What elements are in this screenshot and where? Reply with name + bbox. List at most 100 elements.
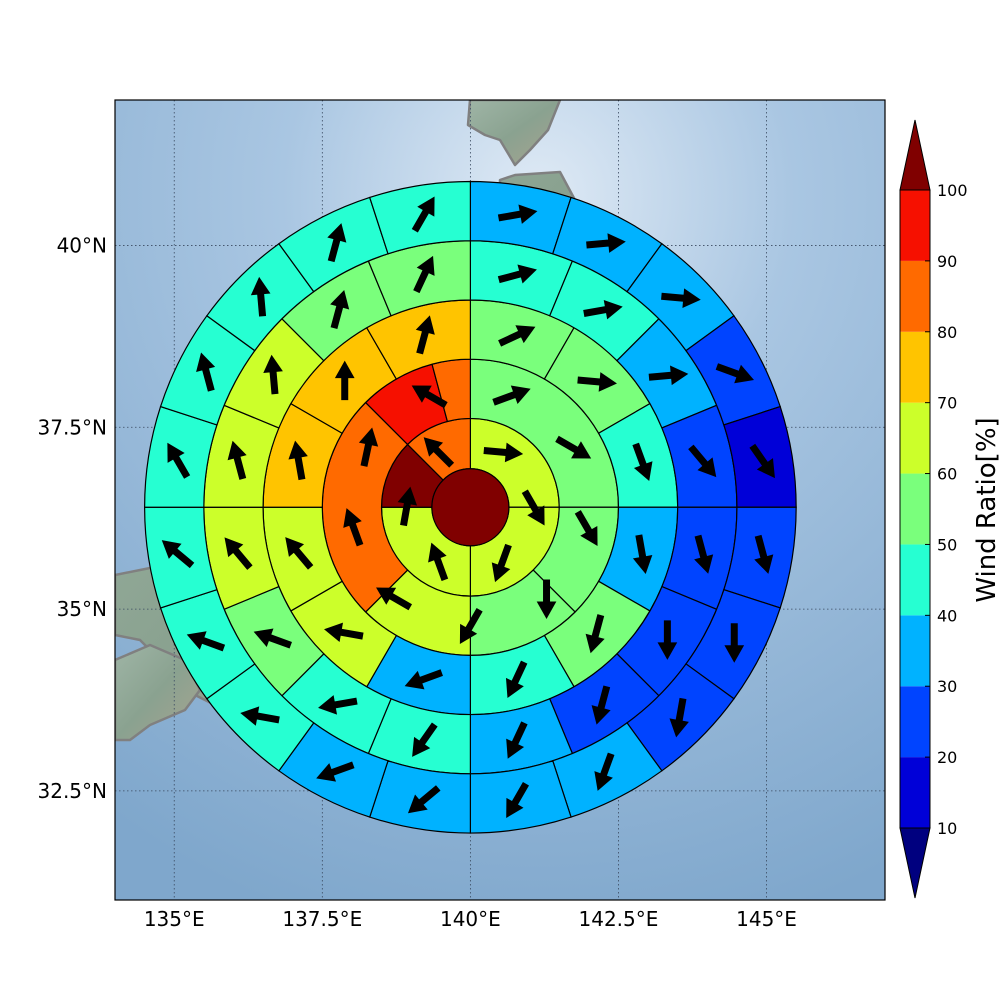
colorbar-band xyxy=(900,615,930,687)
wind-arrow xyxy=(318,695,358,715)
wind-arrow xyxy=(288,440,308,481)
wind-arrow xyxy=(506,782,529,818)
wind-arrow xyxy=(749,443,775,479)
wind-arrow xyxy=(263,354,283,395)
wind-arrow xyxy=(483,442,524,463)
wind-arrow xyxy=(555,435,592,459)
hokkaido-land xyxy=(466,100,562,167)
wind-arrow xyxy=(343,508,364,547)
wind-arrow xyxy=(240,706,280,726)
colorbar-band xyxy=(900,473,930,545)
wind-arrow xyxy=(167,442,191,479)
shikoku-land xyxy=(115,643,202,742)
colorbar-band xyxy=(900,686,930,758)
wind-arrow xyxy=(404,669,443,690)
colorbar-tick-label: 10 xyxy=(937,819,957,838)
wind-arrow xyxy=(330,289,350,330)
colorbar-over-triangle xyxy=(899,119,931,191)
wind-arrow xyxy=(227,440,247,480)
wind-arrow xyxy=(694,534,714,574)
wind-arrow xyxy=(657,620,678,660)
wind-arrow xyxy=(574,510,598,547)
wind-arrow xyxy=(536,579,557,620)
wind-arrow xyxy=(585,614,605,654)
lat-tick-label: 32.5°N xyxy=(38,779,108,803)
colorbar-tick-label: 20 xyxy=(937,748,957,767)
wind-arrow xyxy=(423,437,455,468)
wind-arrow xyxy=(411,385,448,409)
wind-arrow xyxy=(358,427,379,467)
colorbar-tick-label: 30 xyxy=(937,677,957,696)
wind-arrow xyxy=(521,489,545,526)
wind-arrow xyxy=(412,722,438,757)
lat-tick-label: 40°N xyxy=(57,233,107,257)
wind-arrow xyxy=(428,542,449,581)
wind-arrow xyxy=(415,315,435,355)
colorbar: 10 20 30 40 50 60 70 80 90 100 xyxy=(899,119,968,899)
wind-arrow xyxy=(577,372,617,392)
map-panel xyxy=(114,99,886,901)
colorbar-tick-label: 80 xyxy=(937,323,957,342)
wind-arrow xyxy=(224,537,253,570)
wind-arrow xyxy=(253,628,292,649)
wind-arrow xyxy=(285,537,314,570)
lon-tick-label: 145°E xyxy=(736,907,797,931)
colorbar-under-triangle xyxy=(899,827,931,899)
wind-arrow xyxy=(632,534,653,574)
colorbar-band xyxy=(900,757,930,828)
colorbar-tick-label: 70 xyxy=(937,394,957,413)
wind-arrows xyxy=(161,196,775,818)
wind-arrow xyxy=(497,204,538,224)
wind-arrow xyxy=(669,697,689,738)
colorbar-tick-label: 90 xyxy=(937,252,957,271)
wind-arrow xyxy=(407,785,441,814)
wind-arrow xyxy=(498,325,536,347)
wind-arrow xyxy=(492,385,531,406)
wind-arrow xyxy=(411,196,435,233)
wind-arrow xyxy=(594,752,615,791)
lon-tick-label: 135°E xyxy=(144,907,205,931)
map-frame xyxy=(114,99,886,901)
wind-arrow xyxy=(506,721,528,759)
lon-axis-ticks: 135°E 137.5°E 140°E 142.5°E 145°E xyxy=(144,907,797,931)
wind-arrow xyxy=(586,233,626,253)
wind-arrow xyxy=(688,444,717,478)
wind-arrow xyxy=(491,543,512,583)
lat-tick-label: 35°N xyxy=(57,597,107,621)
colorbar-tick-label: 50 xyxy=(937,535,957,554)
wind-arrow xyxy=(632,442,653,482)
wind-arrow xyxy=(316,761,355,782)
wind-arrow xyxy=(324,622,364,643)
colorbar-tick-label: 60 xyxy=(937,465,957,484)
colorbar-band xyxy=(900,402,930,474)
colorbar-band xyxy=(900,544,930,616)
lon-tick-label: 142.5°E xyxy=(579,907,659,931)
wind-ratio-sectors xyxy=(144,180,797,834)
center-disc xyxy=(431,468,510,547)
wind-arrow xyxy=(250,276,271,317)
wind-arrow xyxy=(161,540,195,569)
colorbar-label: Wind Ratio[%] xyxy=(972,417,1000,602)
wind-arrow xyxy=(591,685,611,725)
lon-tick-label: 140°E xyxy=(440,907,501,931)
wind-arrow xyxy=(754,534,774,574)
wind-arrow xyxy=(397,486,418,527)
wind-arrow xyxy=(186,631,226,652)
wind-arrow xyxy=(327,223,347,263)
colorbar-band xyxy=(900,190,930,261)
colorbar-tick-label: 40 xyxy=(937,606,957,625)
wind-arrow xyxy=(583,299,623,320)
colorbar-frame xyxy=(899,189,931,829)
wind-arrow xyxy=(715,363,755,384)
colorbar-band xyxy=(900,331,930,403)
wind-arrow xyxy=(376,587,413,611)
wind-arrow xyxy=(334,360,355,401)
lat-axis-ticks: 40°N 37.5°N 35°N 32.5°N xyxy=(38,233,108,802)
wind-arrow xyxy=(196,352,216,392)
wind-arrow xyxy=(413,255,435,294)
lon-tick-label: 137.5°E xyxy=(282,907,362,931)
wind-arrow xyxy=(724,623,745,663)
wind-arrow xyxy=(661,288,701,308)
wind-arrow xyxy=(505,660,528,698)
